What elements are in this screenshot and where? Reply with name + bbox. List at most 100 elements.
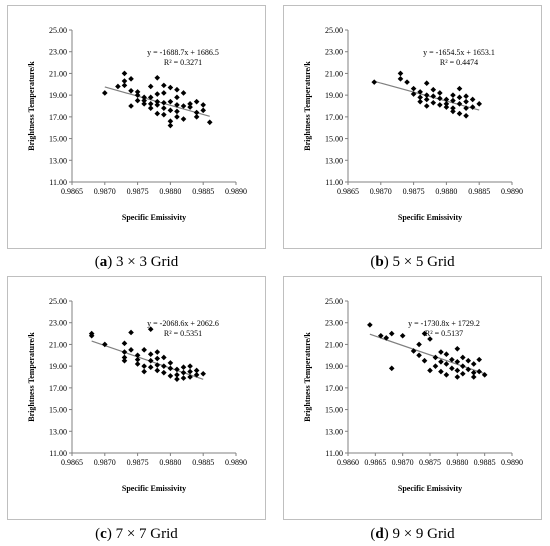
r-squared-label: R² = 0.4474 bbox=[440, 58, 478, 67]
y-tick-label: 13.00 bbox=[325, 427, 343, 436]
data-point bbox=[367, 322, 373, 328]
x-tick-label: 0.9875 bbox=[419, 458, 441, 467]
data-point bbox=[397, 76, 404, 82]
x-tick-label: 0.9880 bbox=[446, 458, 468, 467]
trendline bbox=[91, 340, 204, 380]
data-point bbox=[193, 367, 200, 374]
data-point bbox=[154, 102, 161, 108]
data-point bbox=[193, 114, 200, 120]
chart-a: 11.00 13.00 15.00 17.00 19.00 21.00 23.00 25.00… bbox=[27, 26, 247, 222]
data-point bbox=[417, 94, 423, 101]
data-point bbox=[115, 83, 121, 90]
data-point bbox=[438, 359, 444, 365]
caption-c-text: 7 × 7 Grid bbox=[115, 526, 178, 542]
data-point bbox=[174, 102, 180, 108]
data-point bbox=[423, 92, 430, 98]
trendline bbox=[369, 333, 485, 375]
caption-b-text: 5 × 5 Grid bbox=[392, 254, 455, 270]
data-point bbox=[174, 114, 180, 120]
data-point bbox=[147, 105, 154, 111]
data-point bbox=[193, 372, 200, 378]
r-squared-label: R² = 0.5137 bbox=[425, 329, 463, 338]
data-point bbox=[141, 101, 147, 107]
x-axis-label: Specific Emissivity bbox=[122, 484, 186, 493]
data-point bbox=[456, 101, 463, 107]
data-point bbox=[423, 103, 430, 109]
data-point bbox=[128, 329, 134, 336]
data-point bbox=[141, 347, 147, 353]
data-point bbox=[128, 76, 134, 82]
data-point bbox=[154, 91, 161, 97]
y-tick-label: 19.00 bbox=[49, 91, 67, 100]
data-point bbox=[388, 365, 395, 372]
data-point bbox=[134, 361, 141, 367]
data-point bbox=[463, 98, 469, 105]
caption-b-letter: b bbox=[375, 254, 384, 270]
data-point bbox=[174, 86, 180, 93]
x-tick-label: 0.9870 bbox=[94, 187, 116, 196]
data-point bbox=[450, 92, 456, 98]
trendline-equation: y = -1688.7x + 1686.5 bbox=[147, 48, 219, 57]
data-point bbox=[141, 368, 147, 375]
data-point bbox=[187, 363, 193, 369]
y-tick-label: 17.00 bbox=[325, 384, 343, 393]
y-tick-label: 19.00 bbox=[325, 362, 343, 371]
panel-b: 11.00 13.00 15.00 17.00 19.00 21.00 23.00 25.00… bbox=[283, 5, 542, 271]
data-point bbox=[187, 374, 193, 380]
x-tick-label: 0.9870 bbox=[94, 458, 116, 467]
data-point bbox=[180, 375, 187, 381]
data-point bbox=[147, 351, 154, 357]
data-point bbox=[154, 355, 161, 362]
data-point bbox=[470, 374, 477, 380]
chart-d: 11.00 13.00 15.00 17.00 19.00 21.00 23.00 25.00… bbox=[303, 297, 523, 493]
data-point bbox=[180, 116, 187, 122]
y-tick-label: 23.00 bbox=[49, 319, 67, 328]
data-point bbox=[427, 367, 433, 374]
data-point bbox=[430, 99, 437, 106]
data-point bbox=[416, 352, 422, 359]
x-tick-label: 0.9865 bbox=[61, 458, 83, 467]
data-point bbox=[161, 105, 167, 111]
data-point bbox=[460, 370, 466, 377]
data-point bbox=[147, 94, 154, 101]
y-tick-label: 11.00 bbox=[325, 449, 343, 458]
data-point bbox=[456, 110, 463, 117]
y-tick-label: 17.00 bbox=[325, 113, 343, 122]
data-point bbox=[430, 93, 437, 100]
data-point bbox=[450, 105, 456, 111]
data-point bbox=[154, 98, 161, 105]
y-tick-label: 25.00 bbox=[49, 297, 67, 306]
data-point bbox=[470, 361, 477, 367]
y-tick-label: 23.00 bbox=[49, 48, 67, 57]
data-point bbox=[167, 118, 174, 124]
data-point bbox=[200, 370, 206, 377]
data-point bbox=[432, 363, 439, 369]
data-point bbox=[154, 367, 161, 374]
caption-a-letter: a bbox=[99, 254, 108, 270]
data-point bbox=[383, 335, 390, 341]
data-point bbox=[421, 357, 428, 364]
data-point bbox=[427, 336, 433, 342]
caption-c-letter: c bbox=[100, 526, 107, 542]
chart-c-frame: 11.00 13.00 15.00 17.00 19.00 21.00 23.00 25.00… bbox=[7, 276, 266, 520]
data-point bbox=[121, 349, 128, 355]
caption-d: (d) 9 × 9 Grid bbox=[370, 526, 455, 542]
y-tick-label: 21.00 bbox=[325, 340, 343, 349]
data-point bbox=[456, 85, 463, 92]
panel-c: 11.00 13.00 15.00 17.00 19.00 21.00 23.00 25.00… bbox=[7, 276, 266, 542]
data-point bbox=[438, 368, 444, 375]
data-point bbox=[449, 365, 455, 372]
data-point bbox=[399, 332, 406, 339]
x-tick-label: 0.9870 bbox=[370, 187, 392, 196]
x-tick-label: 0.9875 bbox=[127, 458, 149, 467]
data-point bbox=[134, 89, 141, 95]
panel-d: 11.00 13.00 15.00 17.00 19.00 21.00 23.00 25.00… bbox=[283, 276, 542, 542]
y-tick-label: 15.00 bbox=[49, 135, 67, 144]
data-point bbox=[193, 109, 200, 116]
y-tick-label: 21.00 bbox=[49, 340, 67, 349]
data-point bbox=[154, 74, 161, 81]
data-point bbox=[206, 119, 213, 126]
data-point bbox=[449, 356, 455, 363]
data-point bbox=[443, 361, 450, 367]
data-point bbox=[167, 98, 174, 105]
